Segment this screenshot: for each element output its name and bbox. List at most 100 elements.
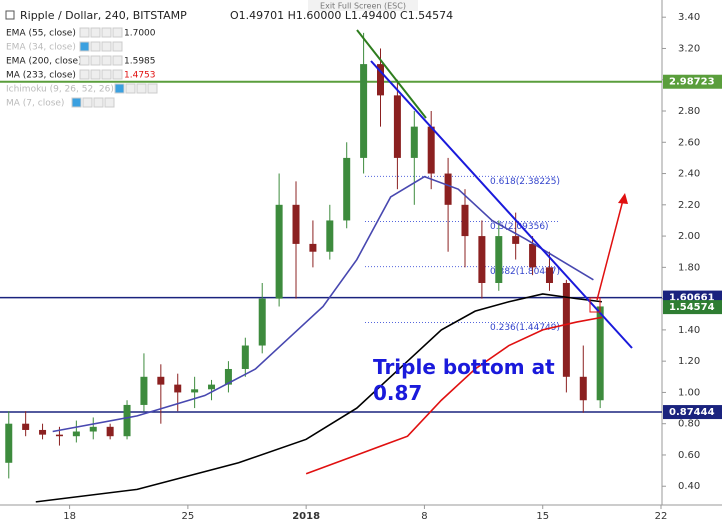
- indicator-button[interactable]: [82, 97, 93, 108]
- candle-body: [123, 404, 131, 437]
- candle-body: [377, 64, 385, 96]
- last-price-box: [663, 300, 722, 315]
- trendline-blue: [370, 60, 633, 349]
- candle-body: [495, 236, 503, 283]
- y-tick-label: 0.40: [678, 481, 700, 492]
- indicator-button[interactable]: [101, 69, 112, 80]
- indicator-button[interactable]: [104, 97, 115, 108]
- candle-body: [579, 376, 587, 401]
- x-tick-label: 22: [655, 511, 668, 522]
- price-label: 2.98723: [669, 77, 715, 88]
- candle-body: [241, 345, 249, 369]
- candle-body: [596, 306, 604, 401]
- y-tick-label: 2.20: [678, 200, 700, 211]
- plot-area: 0.618(2.38225) 0.5(2.09356) 0.382(1.80487)…: [0, 32, 662, 503]
- price-label-box: [663, 74, 722, 89]
- candle-body: [410, 126, 418, 158]
- x-tick-label: 25: [182, 511, 195, 522]
- indicator-value: 1.7000: [124, 29, 156, 39]
- indicator-button[interactable]: [136, 83, 147, 94]
- trendline-green: [356, 29, 427, 119]
- candle-body: [444, 173, 452, 205]
- candle-body: [326, 220, 334, 252]
- ohlc: O1.49701 H1.60000 L1.49400 C1.54574: [230, 9, 453, 22]
- indicator-button[interactable]: [101, 41, 112, 52]
- candle-body: [191, 389, 199, 393]
- arrow-line: [596, 199, 624, 301]
- indicator-button[interactable]: [114, 83, 125, 94]
- x-tick-label: 15: [536, 511, 549, 522]
- indicator-button[interactable]: [90, 27, 101, 38]
- fib-label: 0.236(1.44749): [490, 323, 560, 333]
- highlight-box: [589, 297, 601, 313]
- candle-body: [309, 243, 317, 252]
- candle-body: [5, 423, 13, 463]
- y-tick-label: 3.20: [678, 43, 700, 54]
- indicator-button[interactable]: [90, 55, 101, 66]
- collapse-icon[interactable]: [5, 10, 15, 20]
- candle-body: [157, 376, 165, 385]
- y-tick-label: 3.40: [678, 12, 700, 23]
- candle-body: [275, 204, 283, 299]
- y-tick-label: 1.20: [678, 356, 700, 367]
- indicator-value: 1.4753: [124, 71, 156, 81]
- y-tick-label: 2.40: [678, 169, 700, 180]
- fib-label: 0.382(1.80487): [490, 267, 560, 277]
- exit-fullscreen[interactable]: Exit Full Screen (ESC): [320, 2, 406, 11]
- indicator-button[interactable]: [79, 27, 90, 38]
- indicator-button[interactable]: [79, 69, 90, 80]
- x-tick-label: 2018: [292, 511, 320, 522]
- indicator-button[interactable]: [112, 41, 123, 52]
- price-label: 0.87444: [669, 407, 715, 418]
- indicator-button[interactable]: [125, 83, 136, 94]
- candle-body: [461, 204, 469, 237]
- indicator-button[interactable]: [79, 55, 90, 66]
- toolbar[interactable]: [308, 0, 418, 11]
- y-tick-label: 0.80: [678, 419, 700, 430]
- indicator-name: EMA (55, close): [6, 29, 76, 39]
- indicator-name: MA (7, close): [6, 99, 64, 109]
- indicator-button[interactable]: [93, 97, 104, 108]
- indicator-button[interactable]: [79, 41, 90, 52]
- indicator-name: Ichimoku (9, 26, 52, 26): [6, 85, 114, 95]
- candle-body: [174, 384, 182, 393]
- candle-body: [562, 282, 570, 377]
- candle-body: [22, 423, 30, 430]
- ma-line: [35, 293, 602, 503]
- candle-body: [208, 384, 216, 390]
- indicator-button[interactable]: [90, 41, 101, 52]
- last-price-label: 1.54574: [669, 302, 715, 313]
- y-tick-label: 0.60: [678, 450, 700, 461]
- indicator-button[interactable]: [90, 69, 101, 80]
- y-tick-label: 1.40: [678, 325, 700, 336]
- indicator-button[interactable]: [101, 55, 112, 66]
- candle-body: [106, 426, 114, 437]
- candle-body: [258, 298, 266, 346]
- x-tick-label: 8: [421, 511, 427, 522]
- price-label-box: [663, 405, 722, 420]
- chart-title: Ripple / Dollar, 240, BITSTAMP: [20, 9, 187, 22]
- candle-body: [545, 267, 553, 283]
- y-tick-label: 1.80: [678, 262, 700, 273]
- candle-body: [529, 243, 537, 268]
- candle-body: [140, 376, 148, 405]
- indicator-button[interactable]: [101, 27, 112, 38]
- indicator-button[interactable]: [112, 69, 123, 80]
- indicator-name: EMA (200, close): [6, 57, 82, 67]
- price-label: 1.60661: [669, 293, 715, 304]
- y-tick-label: 1.00: [678, 387, 700, 398]
- fib-label: 0.5(2.09356): [490, 222, 549, 232]
- candle-body: [512, 236, 520, 244]
- candle-body: [427, 126, 435, 174]
- indicator-button[interactable]: [147, 83, 158, 94]
- ma-line: [305, 316, 603, 475]
- indicator-button[interactable]: [71, 97, 82, 108]
- x-tick-label: 18: [63, 511, 76, 522]
- arrow-head: [618, 193, 628, 204]
- ma-line: [52, 175, 594, 433]
- candle-body: [72, 431, 80, 437]
- indicator-button[interactable]: [112, 27, 123, 38]
- indicator-button[interactable]: [112, 55, 123, 66]
- indicator-name: MA (233, close): [6, 71, 76, 81]
- candle-body: [39, 429, 47, 435]
